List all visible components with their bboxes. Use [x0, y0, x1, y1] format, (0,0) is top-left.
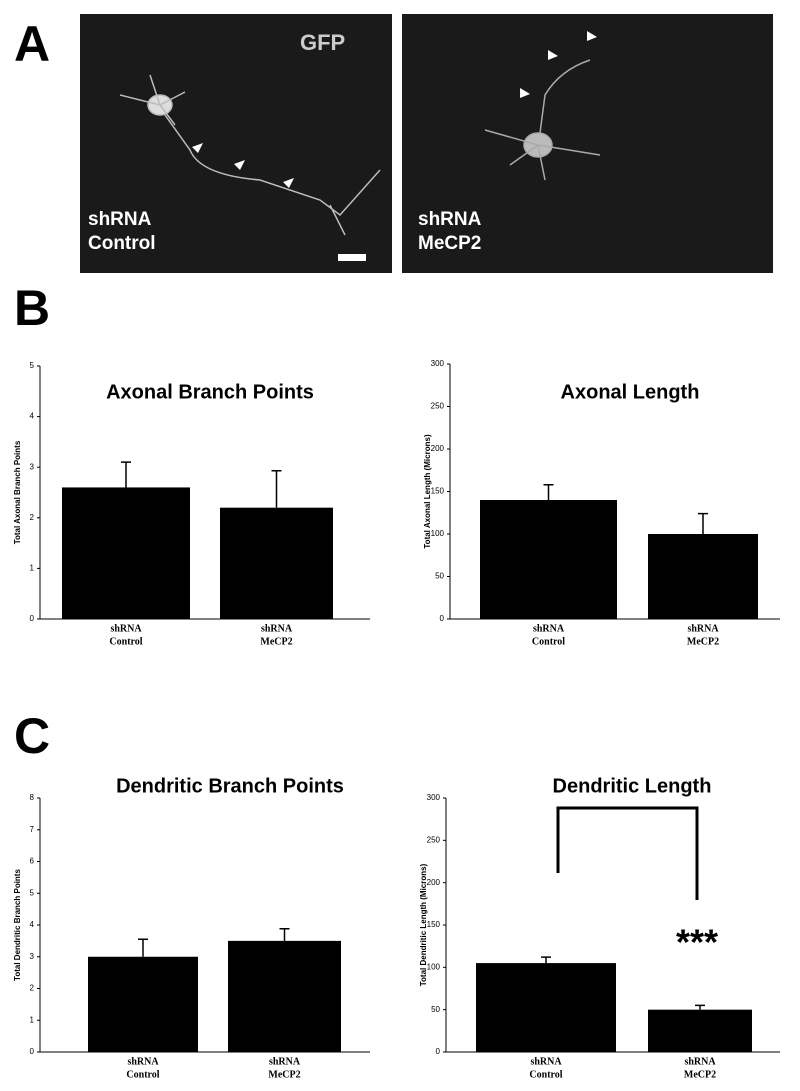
- error-bar: [698, 512, 708, 534]
- x-tick-label: Control: [529, 1069, 562, 1080]
- y-tick-label: 6: [30, 857, 35, 866]
- x-tick-label: shRNA: [687, 623, 719, 634]
- bar: [88, 956, 198, 1052]
- y-tick-label: 0: [440, 614, 445, 623]
- y-tick-label: 150: [431, 487, 445, 496]
- image-label: shRNA: [88, 209, 152, 230]
- bar: [62, 487, 190, 619]
- y-tick-label: 4: [30, 920, 35, 929]
- neuron: [119, 74, 381, 236]
- x-tick-label: shRNA: [269, 1056, 301, 1067]
- y-tick-label: 7: [30, 825, 35, 834]
- chart-title: Axonal Length: [561, 381, 700, 403]
- y-axis-label: Total Dendritic Branch Points: [13, 869, 22, 981]
- error-bar: [543, 483, 554, 500]
- x-tick-label: MeCP2: [684, 1069, 716, 1080]
- x-tick-label: MeCP2: [687, 636, 719, 647]
- y-tick-label: 0: [30, 1047, 35, 1056]
- y-tick-label: 0: [436, 1047, 441, 1056]
- x-tick-label: shRNA: [261, 623, 293, 634]
- x-tick-label: shRNA: [533, 623, 565, 634]
- y-tick-label: 2: [30, 984, 35, 993]
- error-bar: [271, 469, 282, 508]
- x-tick-label: MeCP2: [268, 1069, 300, 1080]
- y-tick-label: 50: [431, 1005, 440, 1014]
- x-tick-label: shRNA: [127, 1056, 159, 1067]
- x-tick-label: Control: [109, 636, 142, 647]
- panel-label: A: [14, 16, 50, 72]
- y-tick-label: 1: [30, 564, 35, 573]
- x-tick-label: MeCP2: [260, 636, 292, 647]
- y-tick-label: 200: [427, 878, 441, 887]
- y-tick-label: 3: [30, 462, 35, 471]
- y-tick-label: 0: [30, 614, 35, 623]
- micrograph: [402, 14, 773, 273]
- y-tick-label: 5: [30, 888, 35, 897]
- y-tick-label: 250: [427, 835, 441, 844]
- image-label: shRNA: [418, 209, 482, 230]
- y-tick-label: 250: [431, 402, 445, 411]
- neuron: [484, 59, 601, 181]
- error-bar: [121, 461, 131, 488]
- y-axis-label: Total Axonal Length (Microns): [423, 434, 432, 549]
- y-tick-label: 200: [431, 444, 445, 453]
- bar: [648, 534, 758, 619]
- y-tick-label: 50: [435, 572, 444, 581]
- significance-bracket: [556, 806, 699, 900]
- y-tick-label: 300: [431, 359, 445, 368]
- arrowheads: [520, 31, 597, 98]
- chart-title: Dendritic Length: [553, 775, 712, 797]
- chart-title: Axonal Branch Points: [106, 381, 314, 403]
- y-axis-label: Total Dendritic Length (Microns): [419, 863, 428, 986]
- panel-label: B: [14, 280, 50, 336]
- x-tick-label: shRNA: [110, 623, 142, 634]
- image-label: Control: [88, 233, 156, 254]
- arrowheads: [192, 143, 294, 188]
- error-bar: [279, 928, 290, 941]
- x-tick-label: Control: [532, 636, 565, 647]
- panel-label: C: [14, 708, 50, 764]
- y-tick-label: 2: [30, 513, 35, 522]
- y-tick-label: 3: [30, 952, 35, 961]
- y-tick-label: 4: [30, 412, 35, 421]
- y-tick-label: 100: [427, 962, 441, 971]
- annotation: ***: [676, 922, 718, 963]
- y-tick-label: 5: [30, 361, 35, 370]
- scale-bar: [338, 254, 366, 261]
- bar: [480, 500, 617, 619]
- y-tick-label: 100: [431, 529, 445, 538]
- error-bar: [138, 938, 148, 957]
- micrograph: [80, 14, 392, 273]
- marker-label: GFP: [300, 30, 345, 55]
- x-tick-label: shRNA: [684, 1056, 716, 1067]
- y-tick-label: 8: [30, 793, 35, 802]
- error-bar: [541, 956, 551, 964]
- bar: [476, 963, 616, 1052]
- error-bar: [695, 1004, 705, 1010]
- bar: [228, 940, 341, 1052]
- bar: [220, 507, 333, 619]
- y-tick-label: 150: [427, 920, 441, 929]
- y-tick-label: 1: [30, 1015, 35, 1024]
- x-tick-label: shRNA: [530, 1056, 562, 1067]
- y-tick-label: 300: [427, 793, 441, 802]
- image-label: MeCP2: [418, 233, 481, 254]
- bar: [648, 1009, 752, 1052]
- y-axis-label: Total Axonal Branch Points: [13, 440, 22, 544]
- x-tick-label: Control: [126, 1069, 159, 1080]
- chart-title: Dendritic Branch Points: [116, 775, 344, 797]
